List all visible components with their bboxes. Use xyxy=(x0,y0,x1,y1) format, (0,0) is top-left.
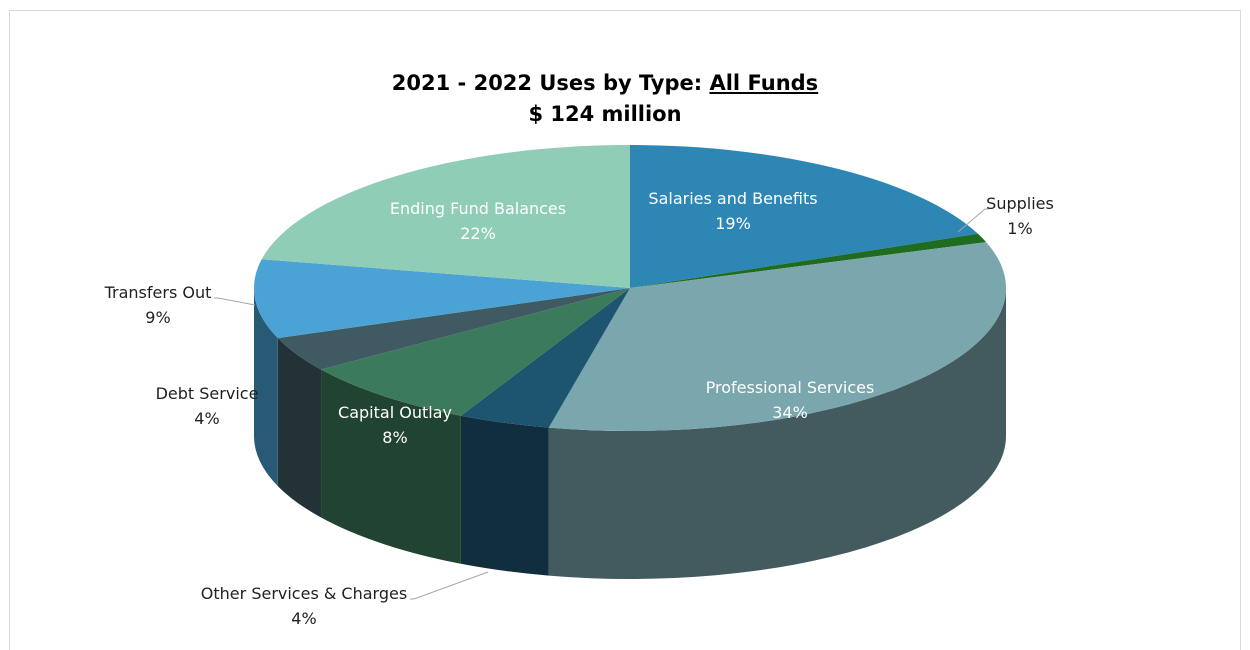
title-underlined: All Funds xyxy=(709,71,819,95)
slice-label-6: Transfers Out xyxy=(104,283,212,302)
pie-sides xyxy=(254,288,1006,579)
slice-4 xyxy=(321,288,630,416)
slice-pct-1: 1% xyxy=(1007,219,1032,238)
slice-side-4 xyxy=(321,369,461,564)
slice-label-3: Other Services & Charges xyxy=(201,584,407,603)
slice-5 xyxy=(277,288,630,370)
slice-7 xyxy=(261,145,630,288)
leader-line-3 xyxy=(410,571,489,600)
pie-labels: Salaries and Benefits 19% Supplies 1% Profes… xyxy=(104,189,1054,628)
pie-tops xyxy=(253,145,1006,432)
chart-subtitle: $ 124 million xyxy=(528,102,682,126)
chart-title: 2021 - 2022 Uses by Type: All Funds $ 12… xyxy=(0,68,1210,130)
slice-pct-7: 22% xyxy=(460,224,496,243)
slice-label-0: Salaries and Benefits xyxy=(648,189,817,208)
slice-label-1: Supplies xyxy=(986,194,1054,213)
slice-side-6 xyxy=(254,288,278,487)
slice-label-7: Ending Fund Balances xyxy=(390,199,566,218)
slice-label-5: Debt Service xyxy=(156,384,259,403)
slice-label-2: Professional Services xyxy=(706,378,875,397)
slice-pct-2: 34% xyxy=(772,403,808,422)
slice-pct-0: 19% xyxy=(715,214,751,233)
slice-2 xyxy=(548,242,1006,432)
slice-pct-3: 4% xyxy=(291,609,316,628)
slice-1 xyxy=(630,233,987,288)
title-main: 2021 - 2022 Uses by Type: xyxy=(391,71,710,95)
slice-pct-6: 9% xyxy=(145,308,170,327)
slice-pct-5: 4% xyxy=(194,409,219,428)
leader-line-1 xyxy=(957,208,989,233)
slice-pct-4: 8% xyxy=(382,428,407,447)
slice-side-3 xyxy=(460,415,549,576)
slice-side-5 xyxy=(277,338,322,518)
slice-6 xyxy=(253,259,630,339)
slice-label-4: Capital Outlay xyxy=(338,403,452,422)
slice-3 xyxy=(460,288,630,428)
slice-side-2 xyxy=(548,288,1006,579)
slice-0 xyxy=(630,145,978,288)
leader-line-6 xyxy=(214,297,256,306)
